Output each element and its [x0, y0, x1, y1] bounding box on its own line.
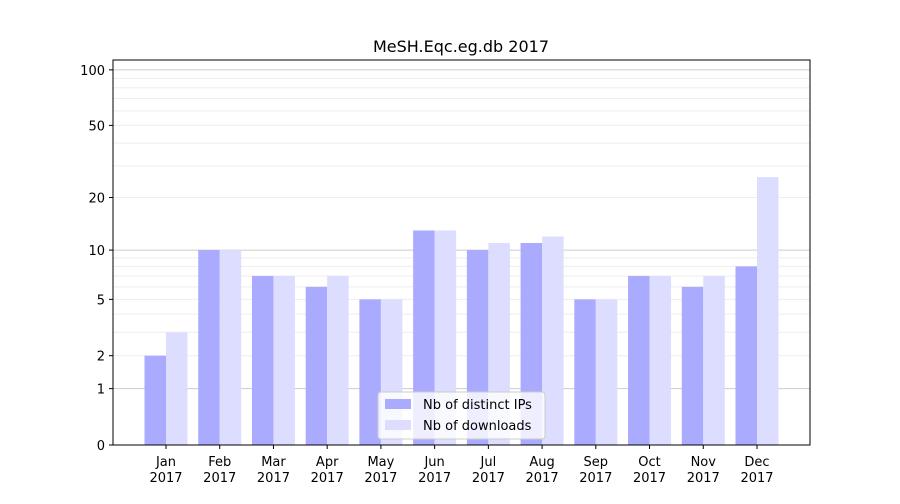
y-tick-label: 10 — [88, 244, 105, 259]
bar-distinct-ips — [413, 230, 435, 445]
bar-downloads — [595, 299, 618, 445]
x-tick-label: Nov — [691, 455, 717, 470]
legend-label-ips: Nb of distinct IPs — [423, 398, 532, 413]
x-tick-label: Sep — [584, 455, 609, 470]
x-tick-label: 2017 — [526, 471, 559, 486]
bar-distinct-ips — [735, 266, 757, 445]
x-tick-label: Apr — [316, 455, 339, 470]
bar-downloads — [273, 275, 295, 445]
x-tick-label: 2017 — [687, 471, 720, 486]
bar-downloads — [219, 250, 242, 445]
bar-downloads — [434, 230, 457, 445]
x-tick-label: 2017 — [203, 471, 236, 486]
x-tick-label: 2017 — [472, 471, 505, 486]
bar-distinct-ips — [574, 299, 596, 445]
bar-downloads — [327, 275, 349, 445]
x-tick-label: Jun — [423, 455, 444, 470]
x-tick-label: Dec — [744, 455, 769, 470]
x-tick-label: Feb — [208, 455, 231, 470]
legend-label-downloads: Nb of downloads — [423, 419, 532, 434]
x-tick-label: 2017 — [149, 471, 182, 486]
x-tick-label: May — [367, 455, 394, 470]
y-tick-label: 0 — [97, 439, 105, 454]
legend-box — [377, 391, 546, 440]
bar-distinct-ips — [681, 286, 704, 445]
bar-distinct-ips — [305, 286, 328, 445]
x-tick-label: 2017 — [257, 471, 290, 486]
chart-title: MeSH.Eqc.eg.db 2017 — [373, 37, 549, 56]
axes: 0125102050100Jan2017Feb2017Mar2017Apr201… — [80, 64, 773, 486]
legend-swatch-ips — [385, 399, 411, 409]
bar-downloads — [542, 236, 564, 445]
plot-frame — [112, 59, 811, 446]
bar-distinct-ips — [359, 299, 381, 445]
x-tick-label: Oct — [638, 455, 660, 470]
x-tick-label: Mar — [261, 455, 286, 470]
x-tick-label: 2017 — [311, 471, 344, 486]
y-tick-label: 50 — [88, 119, 105, 134]
y-tick-label: 2 — [97, 350, 105, 365]
bar-downloads — [703, 275, 725, 445]
y-tick-label: 100 — [80, 64, 105, 79]
bar-downloads — [757, 177, 779, 445]
x-tick-label: 2017 — [579, 471, 612, 486]
bar-distinct-ips — [628, 275, 650, 445]
y-tick-label: 5 — [97, 293, 105, 308]
y-tick-label: 20 — [88, 192, 105, 207]
bar-distinct-ips — [144, 355, 166, 445]
bar-downloads — [166, 332, 188, 445]
x-tick-label: Jul — [480, 455, 497, 470]
x-tick-label: 2017 — [740, 471, 773, 486]
bar-distinct-ips — [198, 250, 220, 445]
bars — [144, 177, 779, 445]
x-tick-label: Aug — [529, 455, 554, 470]
y-tick-label: 1 — [97, 383, 105, 398]
x-tick-label: 2017 — [418, 471, 451, 486]
legend-swatch-downloads — [385, 420, 411, 430]
bar-downloads — [649, 275, 672, 445]
bar-distinct-ips — [251, 275, 274, 445]
x-tick-label: Jan — [155, 455, 176, 470]
x-tick-label: 2017 — [633, 471, 666, 486]
x-tick-label: 2017 — [364, 471, 397, 486]
legend: Nb of distinct IPs Nb of downloads — [377, 391, 546, 440]
